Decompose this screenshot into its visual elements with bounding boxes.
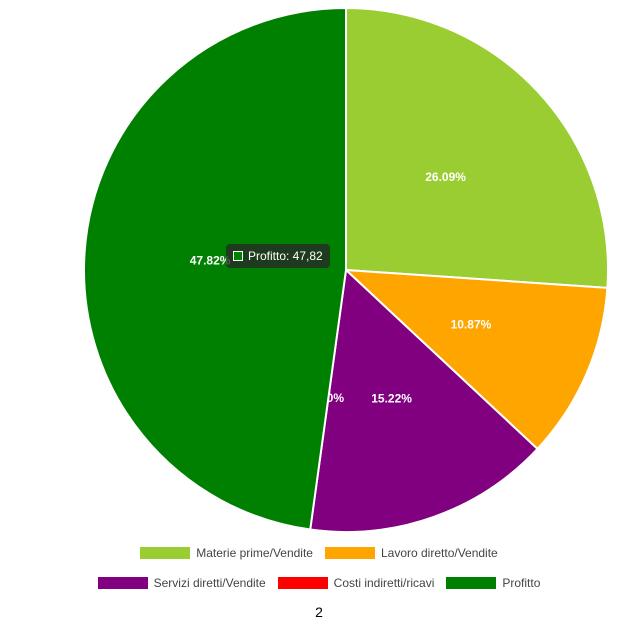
pie-slice-lavoro-diretto-vendite[interactable] bbox=[343, 268, 609, 451]
tooltip-swatch bbox=[233, 251, 243, 261]
legend-label: Costi indiretti/ricavi bbox=[333, 576, 435, 590]
legend-label: Lavoro diretto/Vendite bbox=[380, 546, 498, 560]
data-label-lavoro-diretto-vendite: 10.87% bbox=[451, 317, 492, 331]
legend-row-1: Materie prime/Vendite Lavoro diretto/Vend… bbox=[0, 546, 638, 560]
legend-swatch bbox=[277, 577, 328, 589]
legend-row-2: Servizi diretti/Vendite Costi indiretti/r… bbox=[0, 576, 638, 590]
pie-slice-materie-prime-vendite[interactable] bbox=[345, 6, 609, 289]
chart-tooltip: Profitto: 47,82 bbox=[226, 244, 330, 268]
legend-swatch bbox=[140, 547, 191, 559]
legend-item-lavoro-diretto-vendite[interactable]: Lavoro diretto/Vendite bbox=[324, 546, 498, 560]
data-label-servizi-diretti-vendite: 15.22% bbox=[371, 391, 412, 405]
legend-item-servizi-diretti-vendite[interactable]: Servizi diretti/Vendite bbox=[97, 576, 266, 590]
legend-swatch bbox=[324, 547, 375, 559]
legend-item-materie-prime-vendite[interactable]: Materie prime/Vendite bbox=[140, 546, 313, 560]
legend-item-costi-indiretti-ricavi[interactable]: Costi indiretti/ricavi bbox=[277, 576, 435, 590]
tooltip-text: Profitto: 47,82 bbox=[248, 249, 323, 263]
data-label-profitto: 47.82% bbox=[190, 254, 231, 268]
page-number: 2 bbox=[315, 604, 323, 620]
legend-item-profitto[interactable]: Profitto bbox=[446, 576, 540, 590]
data-label-materie-prime-vendite: 26.09% bbox=[425, 170, 466, 184]
pie-slice-servizi-diretti-vendite[interactable] bbox=[309, 267, 539, 533]
legend-label: Profitto bbox=[502, 576, 541, 590]
legend-label: Materie prime/Vendite bbox=[196, 546, 313, 560]
legend-swatch bbox=[446, 577, 497, 589]
legend-swatch bbox=[97, 577, 148, 589]
legend-label: Servizi diretti/Vendite bbox=[153, 576, 266, 590]
pie-slice-profitto[interactable] bbox=[83, 6, 347, 531]
